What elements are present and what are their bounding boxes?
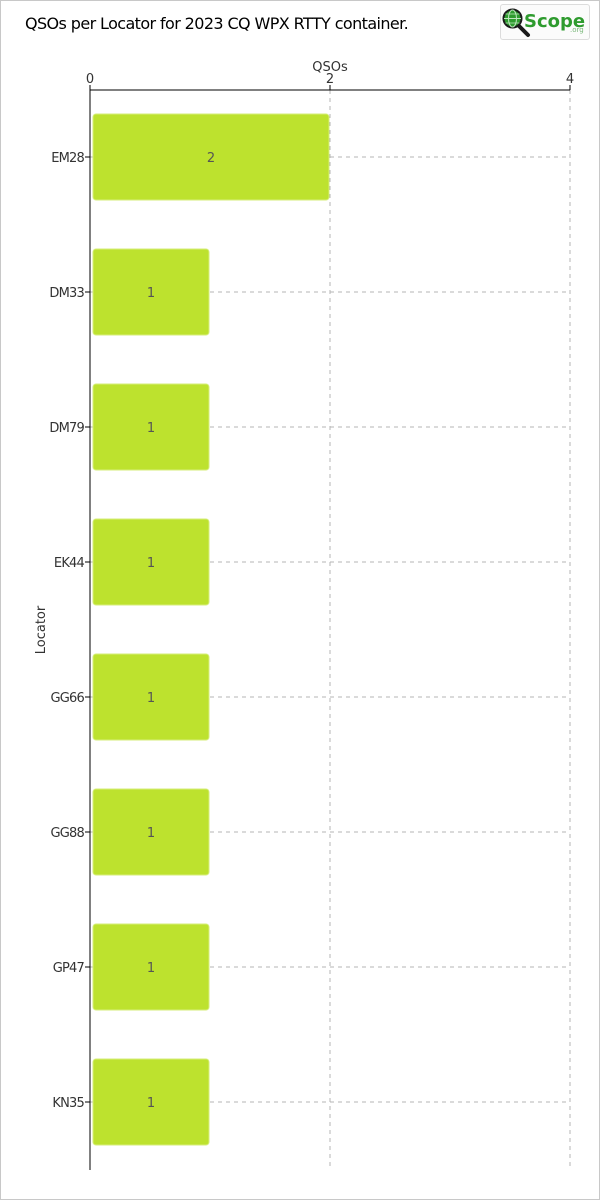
bar-data-label: 1 bbox=[147, 961, 155, 976]
y-category-label: KN35 bbox=[52, 1096, 84, 1111]
bar[interactable] bbox=[92, 1058, 210, 1146]
bar[interactable] bbox=[92, 113, 330, 201]
axes: 0 2 4 EM28 DM33 DM79 EK44 GG66 GG88 GP47 KN35 bbox=[49, 72, 574, 1170]
y-category-label: DM33 bbox=[49, 286, 84, 301]
y-axis-title: Locator bbox=[34, 605, 49, 654]
chart-title: QSOs per Locator for 2023 CQ WPX RTTY co… bbox=[25, 14, 409, 33]
logo-text: Scope bbox=[524, 11, 585, 32]
logo-graphic: Scope .org bbox=[502, 8, 585, 37]
x-tick-label: 2 bbox=[326, 72, 334, 87]
bar[interactable] bbox=[92, 518, 210, 606]
y-category-label: GG88 bbox=[51, 826, 85, 841]
x-tick-label: 4 bbox=[566, 72, 574, 87]
bar[interactable] bbox=[92, 923, 210, 1011]
bar[interactable] bbox=[92, 248, 210, 336]
magnifier-globe-icon bbox=[502, 8, 530, 37]
bar-data-label: 1 bbox=[147, 286, 155, 301]
bar-data-label: 2 bbox=[207, 151, 215, 166]
bar[interactable] bbox=[92, 653, 210, 741]
y-category-label: GG66 bbox=[51, 691, 85, 706]
bars: 2 1 1 1 1 1 1 1 bbox=[92, 113, 330, 1146]
y-category-label: DM79 bbox=[49, 421, 84, 436]
x-axis-title: QSOs bbox=[312, 60, 348, 75]
bar-data-label: 1 bbox=[147, 691, 155, 706]
bar-data-label: 1 bbox=[147, 421, 155, 436]
bar-data-label: 1 bbox=[147, 556, 155, 571]
bar[interactable] bbox=[92, 383, 210, 471]
x-tick-label: 0 bbox=[86, 72, 94, 87]
bar-data-label: 1 bbox=[147, 1096, 155, 1111]
y-category-label: EK44 bbox=[54, 556, 85, 571]
bar-data-label: 1 bbox=[147, 826, 155, 841]
logo-suffix: .org bbox=[570, 26, 584, 34]
bar[interactable] bbox=[92, 788, 210, 876]
y-category-label: EM28 bbox=[51, 151, 84, 166]
qrzscope-logo[interactable]: Scope .org bbox=[500, 4, 590, 40]
y-category-label: GP47 bbox=[53, 961, 85, 976]
